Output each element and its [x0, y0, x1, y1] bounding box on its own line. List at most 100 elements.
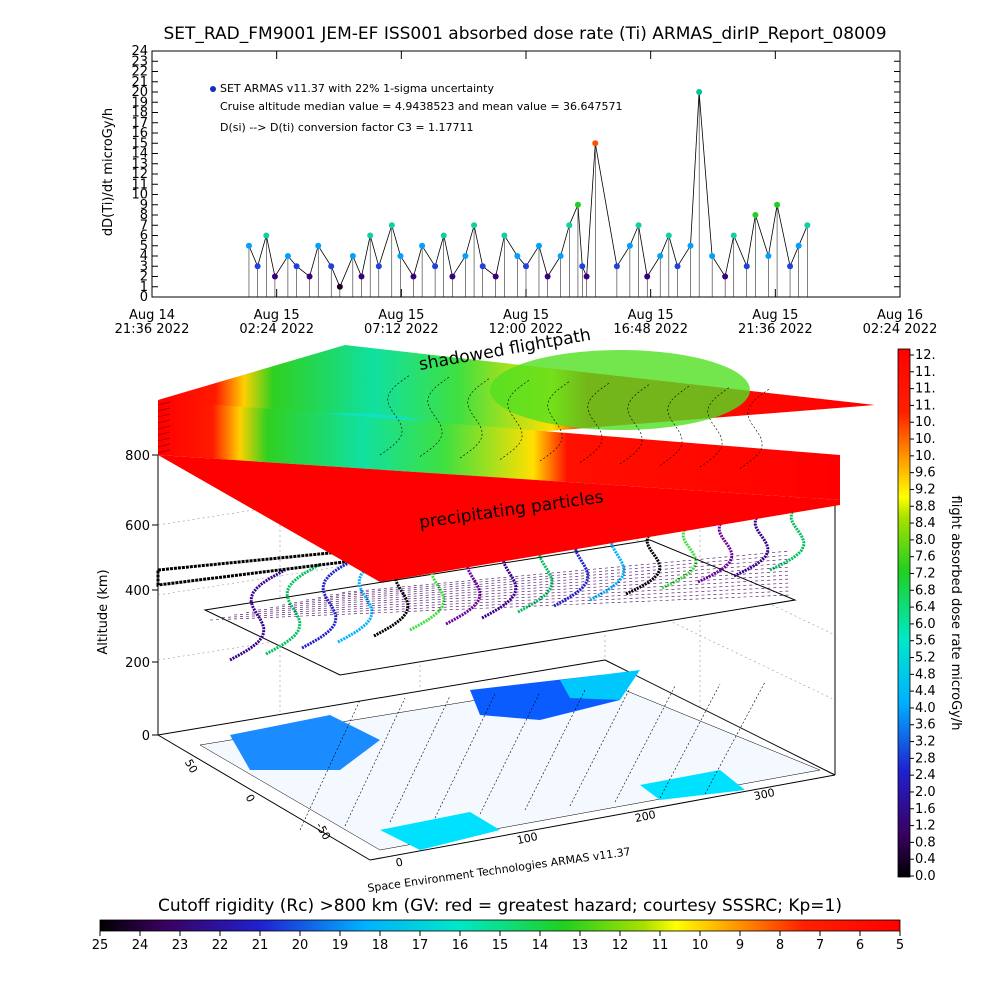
altitude-axis-label: Altitude (km)	[96, 569, 111, 654]
data-point	[514, 253, 521, 259]
3d-scene: shadowed flightpath precipitating partic…	[96, 325, 875, 895]
floor-y-tick-label: -50	[313, 820, 333, 842]
slab-track	[499, 379, 531, 460]
rigidity-tick-label: 17	[412, 938, 429, 953]
data-point	[696, 89, 703, 95]
slab-track	[739, 388, 771, 469]
y-tick-label: 7	[140, 218, 148, 233]
x-tick-date: Aug 15	[752, 308, 798, 323]
slab-tracks	[379, 374, 771, 469]
x-tick-date: Aug 14	[129, 308, 175, 323]
slab-track	[699, 386, 731, 468]
altitude-tick-label: 200	[125, 656, 150, 671]
3d-floor-edge-front	[369, 774, 836, 861]
x-tick-date: Aug 15	[378, 308, 424, 323]
hazard-slab-front	[158, 400, 840, 500]
rigidity-tick-label: 23	[172, 938, 189, 953]
data-point	[626, 242, 633, 249]
slab-stripe	[157, 401, 171, 406]
data-point	[462, 253, 469, 259]
slab-stripe	[157, 443, 171, 448]
y-tick-label: 2	[140, 270, 148, 285]
data-point	[293, 263, 300, 270]
data-point	[254, 263, 261, 270]
3d-floor-edge-right	[604, 659, 836, 776]
rigidity-tick-label: 10	[692, 938, 709, 953]
data-point	[419, 242, 426, 249]
annotation-bullet	[210, 86, 216, 92]
slab-stripe	[157, 437, 171, 442]
earth-map-floor	[199, 679, 821, 851]
dose-tick-label: 8.4	[915, 516, 936, 531]
data-point	[687, 242, 694, 249]
flight-track	[373, 544, 430, 638]
data-point	[349, 253, 356, 259]
dose-tick-label: 4.4	[915, 684, 936, 699]
earth-land-d	[640, 770, 745, 800]
data-point	[804, 222, 811, 229]
data-point	[501, 232, 508, 239]
data-point	[574, 201, 581, 208]
rigidity-tick-label: 24	[132, 938, 149, 953]
dose-tick-label: 11.	[915, 398, 936, 413]
rigidity-tick-label: 7	[816, 938, 824, 953]
dose-tick-label: 10.	[915, 432, 936, 447]
dose-tick-label: 5.6	[915, 634, 936, 649]
slab-track	[459, 377, 491, 459]
dose-tick-label: 10.	[915, 415, 936, 430]
slab-stripe	[157, 431, 171, 436]
dose-tick-label: 2.0	[915, 785, 936, 800]
slab-track	[659, 385, 691, 466]
flight-track	[517, 520, 574, 614]
dose-tick-label: 6.8	[915, 583, 936, 598]
data-point	[787, 263, 794, 270]
annotation-line-3: D(si) --> D(ti) conversion factor C3 = 1…	[220, 121, 474, 134]
y-tick-label: 4	[140, 249, 148, 264]
ground-track	[659, 683, 721, 799]
dose-tick-label: 11.	[915, 365, 936, 380]
data-point	[492, 273, 499, 280]
data-point	[774, 201, 781, 208]
flight-track-cross	[257, 578, 791, 611]
rigidity-tick-label: 16	[452, 938, 469, 953]
floor-x-tick-label: 200	[634, 808, 657, 825]
hazard-slab-bottom	[158, 455, 840, 582]
altitude-tick-label: 600	[125, 519, 150, 534]
x-tick-date: Aug 16	[877, 308, 923, 323]
annotation-line-2: Cruise altitude median value = 4.9438523…	[220, 100, 623, 113]
rigidity-tick-label: 13	[572, 938, 589, 953]
data-point	[271, 273, 278, 280]
slab-stripe	[157, 425, 171, 430]
dose-tick-label: 6.0	[915, 617, 936, 632]
3d-floor-edge-back	[157, 659, 606, 736]
altitude-ticks: 0 200 400 600 800	[125, 449, 158, 744]
slab-stripe	[157, 449, 171, 454]
flight-track-cross	[209, 594, 791, 621]
altitude-tick-label: 400	[125, 584, 150, 599]
y-tick-label: 3	[140, 259, 148, 274]
flight-track	[589, 508, 646, 602]
flight-track-cross	[269, 574, 791, 608]
data-point	[583, 273, 590, 280]
flight-track-cross	[281, 570, 791, 606]
flight-track	[409, 538, 466, 632]
dose-colorbar-label: flight absorbed dose rate microGy/h	[948, 496, 963, 731]
floor-y-tick-label: 50	[182, 757, 200, 776]
slab-stripes	[157, 401, 171, 454]
y-tick-label: 14	[131, 147, 148, 162]
data-point	[730, 232, 737, 239]
slab-track	[539, 380, 571, 462]
rigidity-tick-label: 5	[896, 938, 904, 953]
data-point	[315, 242, 322, 249]
dose-tick-label: 1.2	[915, 819, 936, 834]
data-point	[375, 263, 382, 270]
y-tick-label: 20	[131, 85, 148, 100]
data-point	[722, 273, 729, 280]
3d-floor-edge-left	[157, 734, 371, 861]
rigidity-tick-label: 19	[332, 938, 349, 953]
data-point	[665, 232, 672, 239]
slab-track	[379, 374, 411, 456]
data-point	[397, 253, 404, 259]
rigidity-tick-label: 22	[212, 938, 229, 953]
dose-tick-label: 6.4	[915, 600, 936, 615]
